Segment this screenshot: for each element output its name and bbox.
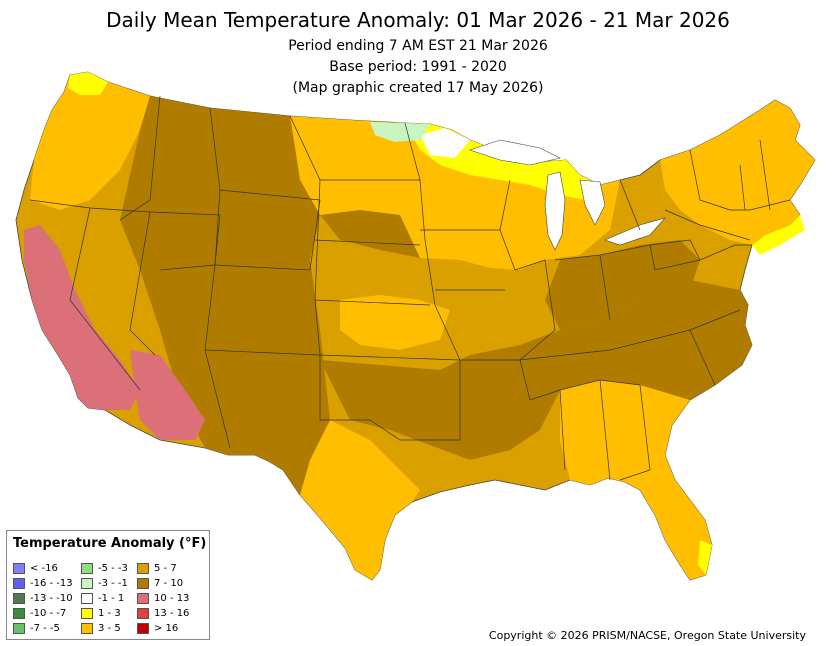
legend-label: > 16 (154, 623, 179, 634)
legend-swatch (137, 593, 149, 604)
legend-label: < -16 (30, 563, 58, 574)
legend-item: 1 - 3 (81, 608, 121, 620)
legend-swatch (13, 623, 25, 634)
base-period-subtitle: Base period: 1991 - 2020 (329, 59, 507, 75)
legend-item: -1 - 1 (81, 593, 124, 605)
legend-item: -7 - -5 (13, 623, 60, 635)
legend-label: 3 - 5 (98, 623, 121, 634)
legend-label: 13 - 16 (154, 608, 190, 619)
legend-item: 3 - 5 (81, 623, 121, 635)
legend-swatch (13, 578, 25, 589)
legend-label: -10 - -7 (30, 608, 67, 619)
legend-swatch (81, 563, 93, 574)
lake-erie (604, 217, 666, 246)
legend-item: > 16 (137, 623, 178, 635)
lake-superior (469, 139, 561, 166)
legend-item: -10 - -7 (13, 608, 66, 620)
legend-item: -3 - -1 (81, 578, 128, 590)
anomaly-zone-3-5-texas-coast (300, 420, 420, 580)
legend-label: 5 - 7 (154, 563, 177, 574)
anomaly-zone-3-5-northeast (660, 100, 815, 245)
legend-item: 10 - 13 (137, 593, 189, 605)
anomaly-zone-3-5-plains (340, 295, 450, 350)
anomaly-zone-1-3-northeast-coast (752, 215, 805, 255)
anomaly-zone-neutral-minnesota (420, 128, 470, 158)
legend-item: -16 - -13 (13, 578, 73, 590)
anomaly-zone-minus3-minus1-minnesota (370, 122, 430, 142)
legend-title: Temperature Anomaly (°F) (13, 536, 207, 551)
legend-swatch (81, 593, 93, 604)
legend-item: < -16 (13, 563, 58, 575)
legend-swatch (13, 608, 25, 619)
legend-swatch (13, 593, 25, 604)
legend-item: 7 - 10 (137, 578, 183, 590)
state-borders (29, 95, 791, 481)
legend-label: 10 - 13 (154, 593, 190, 604)
anomaly-zone-7-10-great-plains (320, 210, 420, 258)
legend-item: -5 - -3 (81, 563, 128, 575)
created-date-subtitle: (Map graphic created 17 May 2026) (292, 80, 544, 96)
legend-item: -13 - -10 (13, 593, 73, 605)
legend-item: 5 - 7 (137, 563, 177, 575)
anomaly-zone-10-13-california (24, 225, 140, 410)
lake-michigan (544, 171, 566, 251)
legend-item: 13 - 16 (137, 608, 189, 620)
legend-label: -16 - -13 (30, 578, 73, 589)
map-title: Daily Mean Temperature Anomaly: 01 Mar 2… (106, 8, 730, 32)
anomaly-zone-7-10-ohio-valley (545, 240, 700, 330)
legend-swatch (81, 608, 93, 619)
anomaly-zone-1-3-washington (68, 72, 108, 95)
legend-swatch (137, 578, 149, 589)
legend-label: 7 - 10 (154, 578, 184, 589)
anomaly-zone-3-5-northwest (30, 72, 150, 210)
legend-label: -7 - -5 (30, 623, 60, 634)
legend-label: -13 - -10 (30, 593, 73, 604)
legend-swatch (13, 563, 25, 574)
legend-label: -3 - -1 (98, 578, 128, 589)
legend-label: 1 - 3 (98, 608, 121, 619)
legend-swatch (137, 563, 149, 574)
anomaly-zone-10-13-arizona (130, 350, 205, 440)
copyright-notice: Copyright © 2026 PRISM/NACSE, Oregon Sta… (488, 629, 806, 642)
anomaly-zone-1-3-florida (698, 540, 712, 575)
anomaly-zone-7-10-south-central (320, 280, 752, 460)
legend-label: -5 - -3 (98, 563, 128, 574)
legend-swatch (81, 578, 93, 589)
anomaly-zone-3-5-southeast (560, 380, 712, 580)
lake-huron (579, 179, 606, 226)
legend-swatch (137, 608, 149, 619)
legend-swatch (81, 623, 93, 634)
legend-label: -1 - 1 (98, 593, 125, 604)
legend-box: Temperature Anomaly (°F) < -16 -16 - -13 -… (6, 530, 210, 640)
legend-swatch (137, 623, 149, 634)
period-subtitle: Period ending 7 AM EST 21 Mar 2026 (288, 38, 548, 54)
